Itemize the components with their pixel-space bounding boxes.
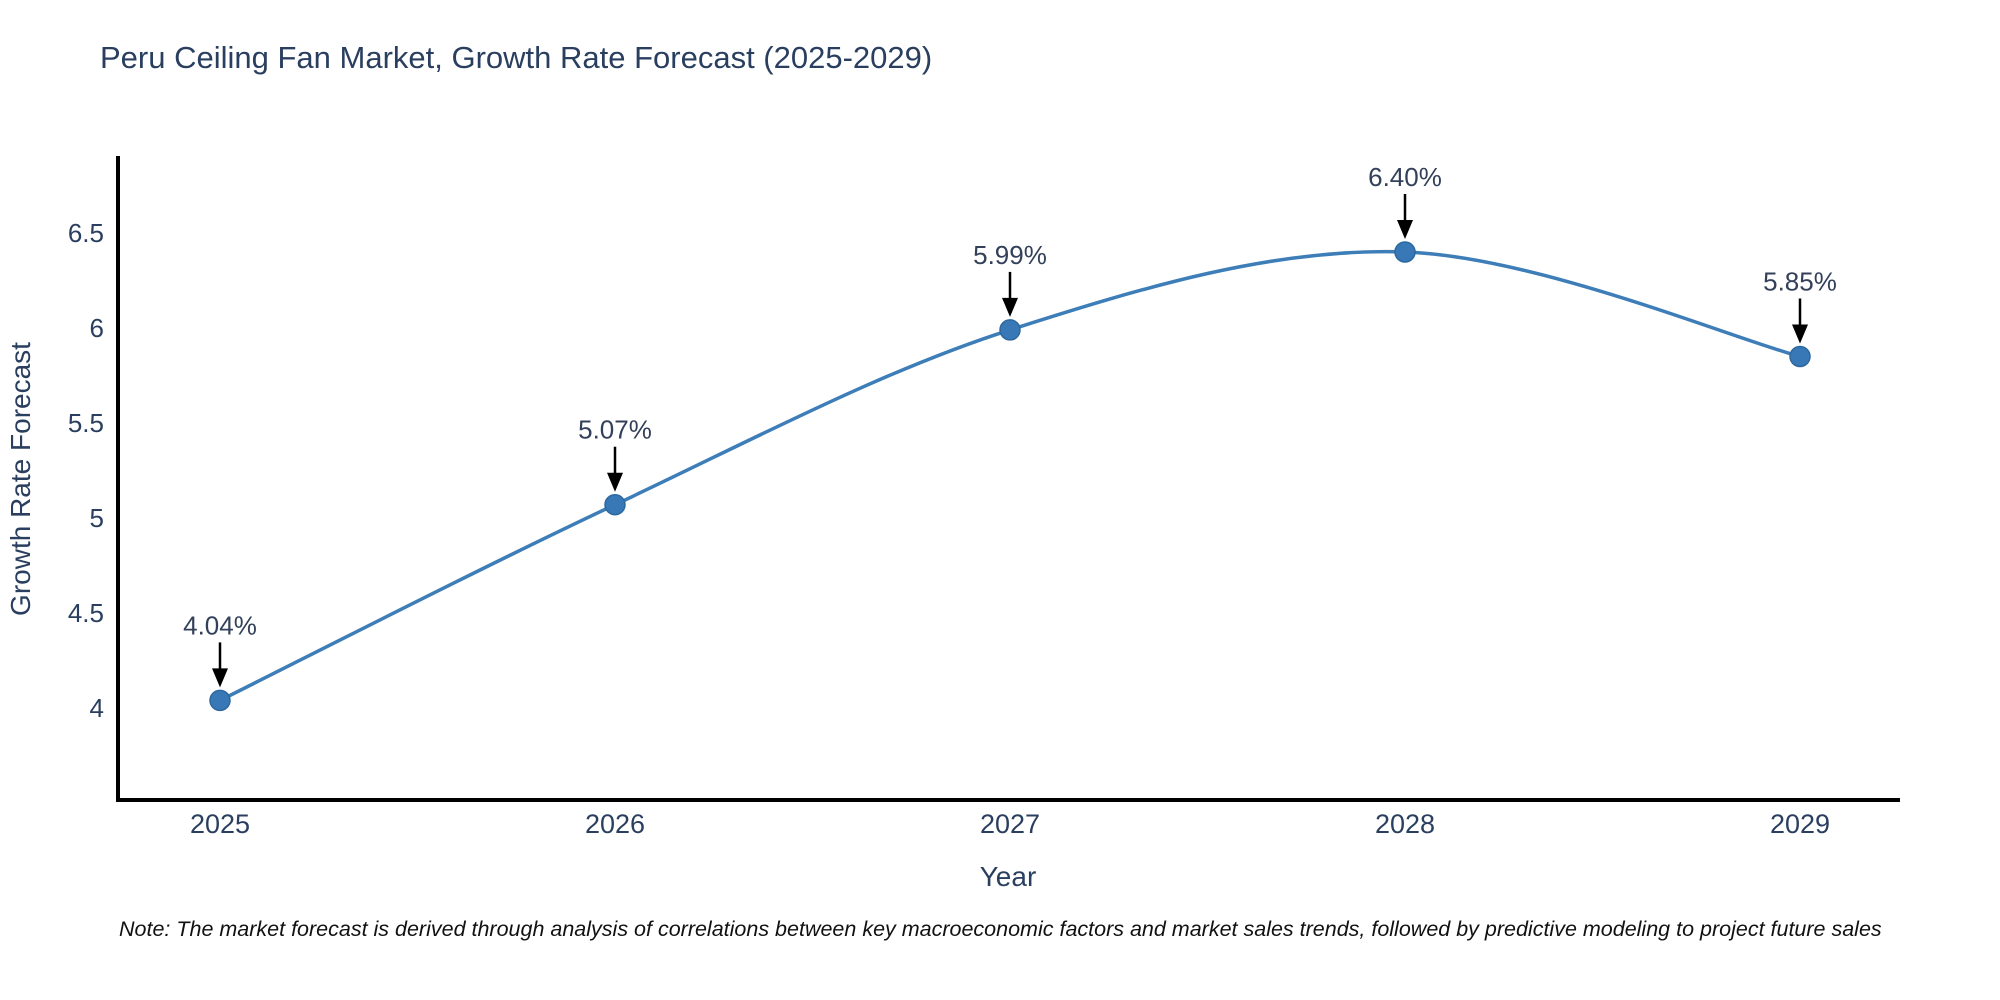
x-tick-label: 2027 bbox=[980, 809, 1040, 839]
data-point bbox=[1394, 241, 1416, 263]
point-annotation-label: 5.85% bbox=[1763, 267, 1837, 297]
note-text: Note: The market forecast is derived thr… bbox=[119, 917, 1882, 941]
annotation-arrow-head bbox=[1397, 220, 1413, 239]
x-tick-label: 2025 bbox=[190, 809, 250, 839]
annotation-arrow-head bbox=[607, 472, 623, 492]
data-point bbox=[209, 689, 231, 712]
y-tick-label: 4.5 bbox=[68, 598, 104, 628]
y-tick-label: 5 bbox=[90, 503, 104, 533]
x-tick-label: 2029 bbox=[1770, 809, 1830, 839]
plot-dynamic-layer: 4 4.5 5 5.5 6 6.5 2025 2026 2027 2028 2029 4.04% 5.0… bbox=[68, 162, 1837, 839]
annotation-arrow-head bbox=[1792, 324, 1808, 344]
y-tick-label: 6 bbox=[90, 313, 104, 343]
annotation-arrow-head bbox=[212, 668, 228, 688]
x-tick-label: 2028 bbox=[1375, 809, 1435, 839]
point-annotation-label: 6.40% bbox=[1368, 162, 1442, 192]
y-tick-label: 5.5 bbox=[68, 408, 104, 438]
point-annotation-label: 5.99% bbox=[973, 240, 1047, 270]
annotation-arrow-head bbox=[1002, 297, 1018, 317]
y-tick-label: 4 bbox=[90, 693, 104, 723]
x-tick-label: 2026 bbox=[585, 809, 645, 839]
data-point bbox=[1789, 345, 1811, 368]
x-axis-label: Year bbox=[980, 861, 1037, 892]
series-line bbox=[218, 249, 1802, 703]
data-point bbox=[999, 319, 1021, 341]
y-tick-label: 6.5 bbox=[68, 218, 104, 248]
chart-title: Peru Ceiling Fan Market, Growth Rate For… bbox=[100, 40, 933, 75]
point-annotation-label: 5.07% bbox=[578, 415, 652, 445]
data-point bbox=[604, 493, 626, 516]
y-axis-label: Growth Rate Forecast bbox=[5, 342, 36, 616]
point-annotation-label: 4.04% bbox=[183, 610, 257, 640]
